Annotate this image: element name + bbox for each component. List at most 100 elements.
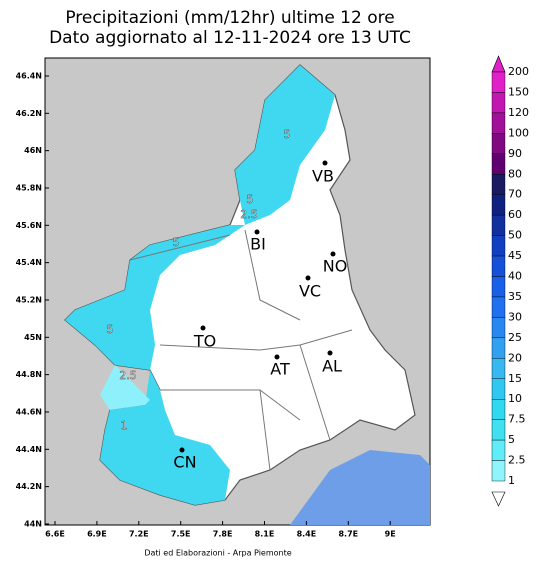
title-line: Dato aggiornato al 12-11-2024 ore 13 UTC [49,28,411,48]
lon-tick-label: 9E [385,530,396,539]
colorbar-label: 1 [508,474,515,487]
colorbar-label: 200 [508,65,529,78]
contour-label: 5 [284,128,291,141]
colorbar-label: 120 [508,106,529,119]
province-border [129,229,353,471]
colorbar-box [491,460,506,482]
contour-label: 2.5 [240,208,258,221]
lat-tick-label: 44.2N [16,482,42,491]
city-label: NO [323,257,348,276]
colorbar-box [491,194,506,216]
city-dot [200,325,206,331]
colorbar-label: 100 [508,126,529,139]
city-dot [305,275,311,281]
city-label: VB [312,167,334,186]
lat-tick-label: 46.2N [16,109,42,118]
colorbar-box [491,71,506,93]
colorbar-box [491,296,506,318]
lat-tick-label: 45N [24,333,42,342]
city-label: TO [193,332,216,351]
city-dot [330,251,336,257]
title-line: Precipitazioni (mm/12hr) ultime 12 ore [65,8,394,28]
city-dot [274,354,280,360]
colorbar-end [491,491,506,507]
colorbar-label: 80 [508,167,522,180]
colorbar-box [491,399,506,420]
colorbar-label: 30 [508,310,522,323]
lat-tick-label: 44N [24,519,42,528]
city-dot [254,229,260,235]
lat-tick-label: 46N [24,146,42,155]
lat-tick-label: 44.8N [16,370,42,379]
colorbar-label: 40 [508,270,522,283]
contour-label: 2.5 [119,369,137,382]
colorbar-label: 70 [508,188,522,201]
colorbar-box [491,358,506,379]
city-dot [179,447,185,453]
colorbar-label: 150 [508,85,529,98]
colorbar-label: 2.5 [508,454,526,467]
colorbar-end [491,55,506,73]
colorbar-box [491,419,506,441]
lon-tick-label: 7.2E [129,530,149,539]
colorbar-label: 10 [508,392,522,405]
colorbar-box [491,214,506,236]
colorbar-label: 5 [508,433,515,446]
colorbar-box [491,174,506,195]
precip-area [100,365,150,410]
precip-area [65,225,245,370]
colorbar-box [491,92,506,114]
colorbar-box [491,378,506,400]
colorbar-label: 45 [508,249,522,262]
lon-tick-label: 8.4E [297,530,317,539]
lon-tick-label: 6.6E [45,530,65,539]
colorbar-box [491,235,506,257]
colorbar-label: 35 [508,290,522,303]
colorbar: 200150120100908070605045403530252015107.… [491,55,529,507]
colorbar-label: 20 [508,351,522,364]
contour-label: 1 [121,419,128,432]
footer: Dati ed Elaborazioni - Arpa Piemonte [144,549,291,558]
colorbar-label: 25 [508,331,522,344]
lat-tick-label: 45.2N [16,295,42,304]
colorbar-box [491,439,506,461]
lon-tick-label: 7.5E [171,530,191,539]
colorbar-label: 50 [508,229,522,242]
colorbar-box [491,317,506,339]
city-label: AL [322,357,342,376]
colorbar-label: 15 [508,372,522,385]
colorbar-box [491,337,506,359]
contour-label: 5 [107,323,114,336]
colorbar-box [491,276,506,298]
colorbar-box [491,255,506,277]
colorbar-box [491,153,506,175]
city-label: BI [250,235,266,254]
lat-tick-label: 45.4N [16,258,42,267]
lat-tick-label: 44.4N [16,445,42,454]
colorbar-label: 7.5 [508,413,526,426]
lon-tick-label: 7.8E [213,530,233,539]
precip-area [100,370,230,505]
colorbar-label: 90 [508,147,522,160]
city-label: VC [299,282,321,301]
contour-label: 5 [173,236,180,249]
city-label: CN [173,453,196,472]
city-dot [327,350,333,356]
sea [290,450,430,525]
lon-tick-label: 6.9E [87,530,107,539]
lon-tick-label: 8.1E [255,530,275,539]
lat-tick-label: 46.4N [16,72,42,81]
contour-label: 5 [247,193,254,206]
colorbar-label: 60 [508,208,522,221]
lat-tick-label: 44.6N [16,407,42,416]
colorbar-box [491,133,506,155]
lat-tick-label: 45.6N [16,221,42,230]
colorbar-box [491,112,506,134]
lat-tick-label: 45.8N [16,183,42,192]
city-dot [322,160,328,166]
lon-tick-label: 8.7E [338,530,358,539]
map [44,57,431,526]
precip-area [235,65,335,225]
city-label: AT [270,360,290,379]
